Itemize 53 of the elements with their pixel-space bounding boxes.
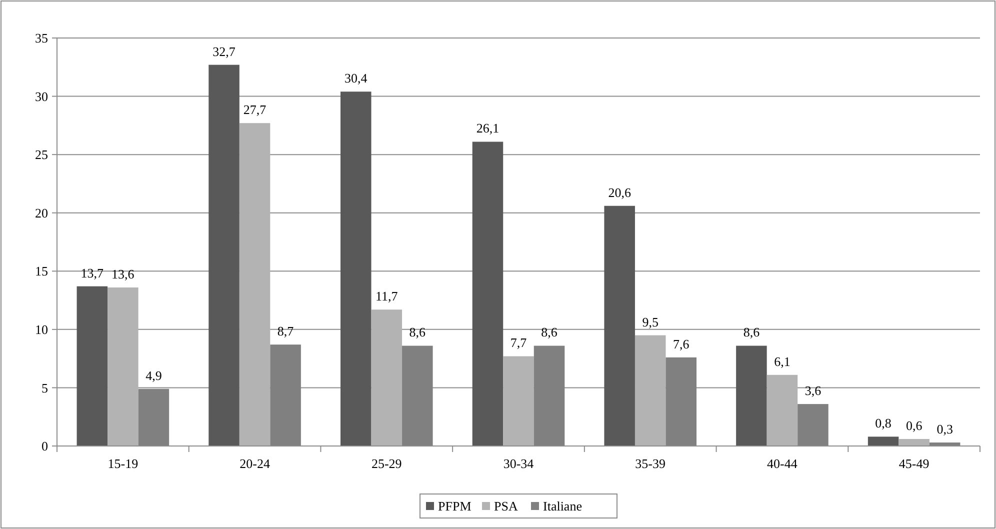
bar	[898, 439, 930, 446]
bar	[340, 92, 372, 446]
bar	[634, 335, 666, 446]
data-label: 27,7	[243, 102, 267, 118]
data-label: 9,5	[642, 314, 658, 330]
bar	[736, 346, 767, 446]
x-tick-label: 45-49	[898, 456, 930, 471]
data-label: 8,6	[541, 324, 558, 340]
y-tick-label: 5	[42, 380, 48, 396]
y-tick-label: 25	[35, 147, 48, 162]
y-tick-label: 0	[42, 438, 48, 454]
x-tick-label: 20-24	[240, 456, 270, 471]
data-label: 8,7	[277, 324, 294, 339]
bar	[239, 123, 270, 446]
bar	[503, 356, 534, 446]
bar	[766, 374, 798, 446]
data-label: 0,8	[875, 416, 892, 431]
data-label: 0,6	[906, 418, 923, 434]
legend-label: PSA	[494, 498, 518, 514]
x-tick-label: 30-34	[503, 456, 534, 471]
data-label: 20,6	[608, 184, 632, 200]
data-label: 8,6	[409, 324, 426, 340]
data-label: 13,7	[80, 265, 104, 280]
y-tick-label: 15	[35, 264, 48, 279]
data-label: 4,9	[146, 368, 162, 383]
x-tick-label: 25-29	[371, 456, 402, 471]
y-tick-label: 35	[35, 30, 48, 46]
legend-label: PFPM	[438, 498, 472, 514]
bar	[108, 287, 138, 446]
bar	[868, 436, 899, 446]
legend-label: Italiane	[543, 498, 582, 514]
bar	[472, 142, 504, 446]
x-tick-label: 40-44	[767, 456, 798, 471]
data-label: 6,1	[774, 354, 790, 369]
data-label: 0,3	[936, 422, 953, 437]
data-label: 3,6	[804, 383, 822, 398]
data-label: 7,7	[510, 335, 528, 350]
data-label: 32,7	[212, 44, 236, 59]
bar	[208, 64, 240, 446]
bar	[604, 206, 635, 446]
y-tick-label: 30	[35, 88, 48, 104]
y-tick-label: 20	[35, 205, 48, 220]
data-label: 13,6	[112, 266, 135, 282]
data-label: 7,6	[673, 336, 690, 352]
x-tick-label: 35-39	[635, 456, 666, 471]
x-tick-label: 15-19	[108, 456, 138, 471]
data-label: 26,1	[476, 120, 500, 136]
data-label: 30,4	[344, 70, 368, 86]
y-tick-label: 10	[35, 322, 48, 337]
data-label: 11,7	[376, 288, 398, 304]
bar	[76, 286, 108, 446]
data-label: 8,6	[743, 324, 760, 340]
bar	[371, 310, 402, 446]
